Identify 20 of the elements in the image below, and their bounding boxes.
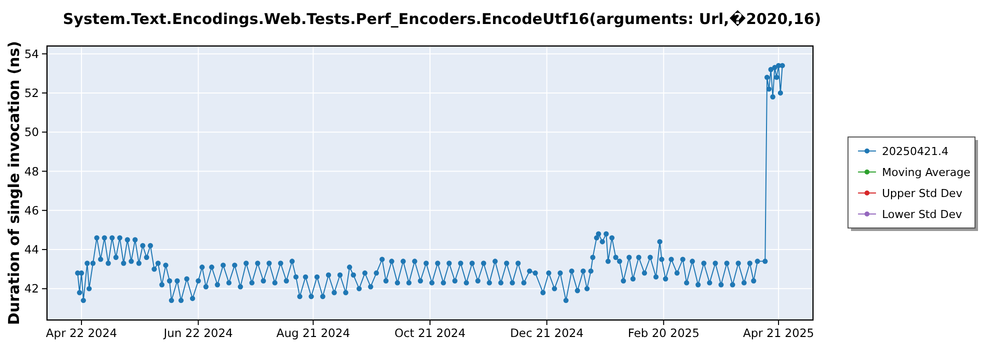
y-tick-label: 44 bbox=[24, 242, 39, 257]
x-tick-label: Feb 20 2025 bbox=[628, 326, 700, 340]
legend-label: Upper Std Dev bbox=[882, 187, 963, 200]
y-tick-label: 42 bbox=[24, 282, 39, 296]
x-tick-label: Jun 22 2024 bbox=[162, 326, 233, 340]
y-axis-title: Duration of single invocation (ns) bbox=[5, 41, 23, 325]
y-tick-label: 48 bbox=[24, 164, 39, 178]
y-tick-label: 46 bbox=[24, 203, 39, 218]
x-tick-label: Oct 21 2024 bbox=[394, 326, 466, 340]
x-tick-label: Apr 22 2024 bbox=[46, 326, 118, 340]
chart-title: System.Text.Encodings.Web.Tests.Perf_Encoders.EncodeUtf16(arguments: Url,�2020,16) bbox=[62, 10, 822, 28]
y-tick-label: 52 bbox=[24, 86, 39, 100]
y-tick-label: 50 bbox=[24, 125, 39, 140]
x-tick-label: Dec 21 2024 bbox=[510, 326, 584, 340]
y-tick-label: 54 bbox=[24, 46, 39, 61]
legend-label: Moving Average bbox=[882, 166, 971, 179]
x-tick-label: Aug 21 2024 bbox=[276, 326, 350, 340]
legend-label: Lower Std Dev bbox=[882, 208, 962, 221]
x-tick-label: Apr 21 2025 bbox=[742, 326, 814, 340]
legend-label: 20250421.4 bbox=[882, 145, 948, 158]
